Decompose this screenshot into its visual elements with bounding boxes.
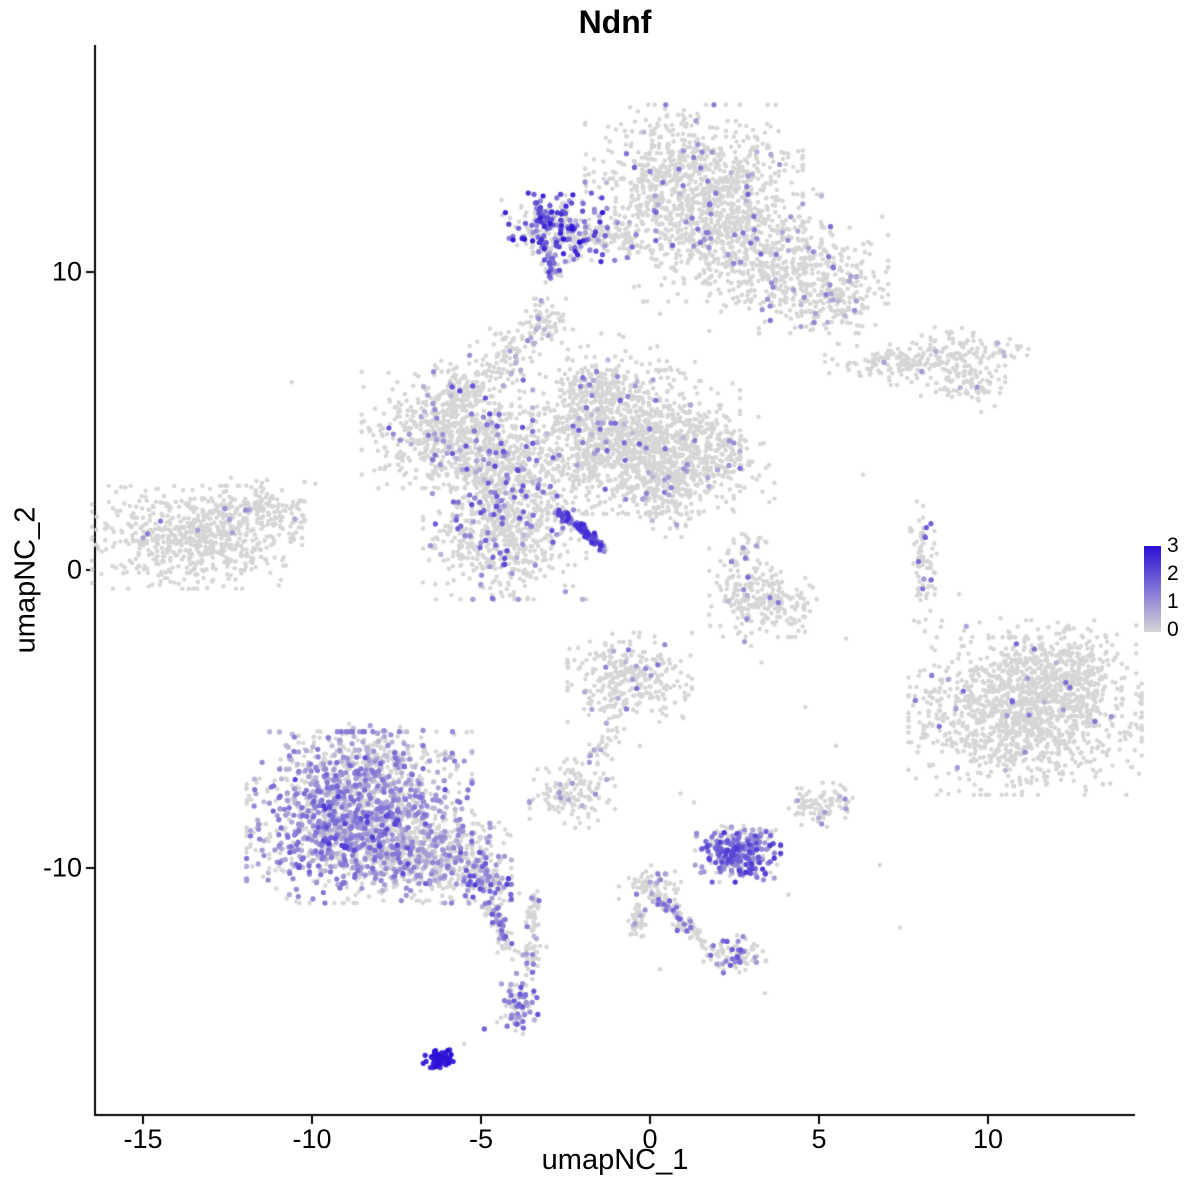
y-tick-label: 10: [51, 256, 82, 287]
y-tick-label: 0: [66, 554, 82, 585]
x-tick-label: -10: [292, 1124, 332, 1154]
x-tick-label: -15: [123, 1124, 163, 1154]
x-axis-label: umapNC_1: [541, 1144, 689, 1176]
x-tick-label: -5: [468, 1124, 493, 1154]
legend-gradient-bar: [1144, 546, 1161, 632]
x-tick-label: 5: [811, 1124, 827, 1154]
legend-tick-label: 1: [1167, 590, 1179, 613]
expression-legend: 3 2 1 0: [1144, 534, 1200, 641]
legend-tick-label: 2: [1167, 562, 1179, 585]
plot-title: Ndnf: [578, 4, 652, 40]
legend-tick-label: 3: [1167, 534, 1179, 557]
legend-tick-label: 0: [1167, 618, 1179, 641]
x-tick-label: 0: [642, 1124, 658, 1154]
x-tick-label: 10: [972, 1124, 1003, 1154]
y-tick-label: -10: [42, 852, 82, 883]
